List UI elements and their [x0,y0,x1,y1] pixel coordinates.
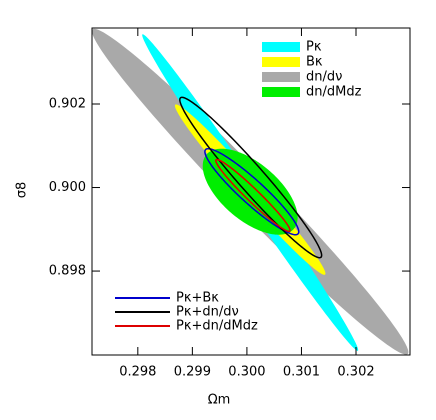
filled-ellipse [202,148,298,235]
x-tick-label: 0.301 [283,365,320,380]
legend-label: dn/dMdz [306,85,362,100]
legend-label: dn/dν [306,70,342,85]
legend-label: Pκ [306,40,322,55]
line-ellipse [179,96,323,259]
line-ellipse [215,158,291,233]
legend-label: Bκ [306,55,323,70]
x-tick-label: 0.298 [119,365,156,380]
x-tick-label: 0.299 [174,365,211,380]
x-tick-label: 0.302 [337,365,374,380]
legend-swatch [262,57,300,67]
legend-swatch [262,72,300,82]
legend-label: Pκ+Bκ [176,291,219,306]
legend-swatch [262,87,300,97]
legend-swatch [262,42,300,52]
legend-label: Pκ+dn/dν [176,305,239,320]
y-axis-label: σ8 [15,182,30,199]
plot-frame [91,27,411,356]
legend-label: Pκ+dn/dMdz [176,319,258,334]
x-tick-label: 0.300 [228,365,265,380]
y-tick-label: 0.902 [49,97,86,112]
line-ellipse [204,147,300,236]
x-axis-label: Ωm [208,393,231,408]
y-tick-label: 0.900 [49,180,86,195]
y-tick-label: 0.898 [49,264,86,279]
